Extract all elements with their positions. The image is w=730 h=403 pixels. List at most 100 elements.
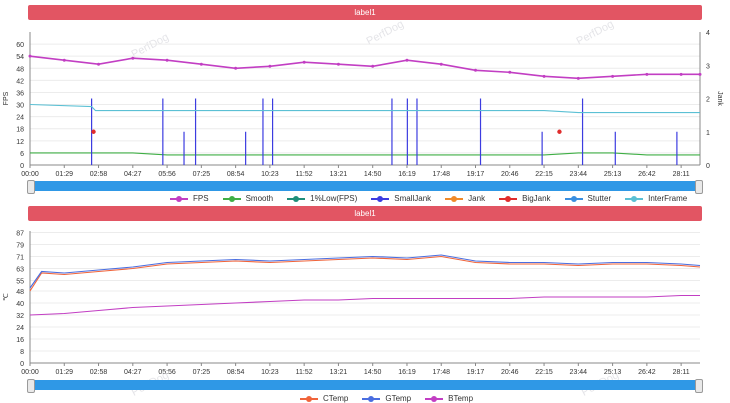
x-tick-label: 13:21 [330,369,348,376]
y-tick-label: 71 [16,255,24,262]
y-tick-label: 42 [16,78,24,85]
legend-swatch [222,195,241,203]
x-tick-label: 22:15 [535,171,553,178]
x-tick-label: 10:23 [261,369,279,376]
legend-swatch [625,195,644,203]
x-tick-label: 28:11 [673,171,690,178]
y2-tick-label: 1 [706,130,710,137]
y-tick-label: 87 [16,231,24,238]
x-tick-label: 00:00 [21,369,39,376]
temperature-chart: 0 8 16 24 32 40 48 55 63 71 79 87 ℃ 00:00 01:29 02:58 04… [3,231,701,376]
legend-item-jank[interactable]: Jank [445,194,485,203]
legend-label: Stutter [587,194,612,203]
legend-swatch [445,195,464,203]
legend-label: Jank [468,194,486,203]
y-tick-label: 60 [16,42,24,49]
fps-point [131,56,135,60]
y-tick-label: 16 [16,337,24,344]
legend-swatch [564,195,583,203]
x-tick-label: 19:17 [467,171,485,178]
fps-point [611,74,615,78]
legend-item-bigjank[interactable]: BigJank [499,194,551,203]
x-tick-label: 20:46 [501,369,519,376]
fps-point [268,64,272,68]
x-tick-label: 20:46 [501,171,519,178]
y-tick-label: 32 [16,313,24,320]
legend-item-ctemp[interactable]: CTemp [300,394,348,403]
fps-point [679,72,683,76]
fps-point [62,58,66,62]
range-end-handle-1[interactable] [695,180,703,194]
x-tick-label: 17:48 [432,369,450,376]
y-tick-label: 0 [20,361,24,368]
x-tick-label: 10:23 [261,171,279,178]
x-tick-label: 05:56 [158,369,176,376]
y2-tick-label: 3 [706,63,710,70]
fps-point [405,58,409,62]
fps-legend: FPS Smooth 1%Low(FPS) SmallJank Jank BigJank S… [170,194,701,203]
legend-swatch [425,395,444,403]
x-tick-label: 23:44 [570,171,588,178]
x-tick-label: 07:25 [193,369,211,376]
bigjank-point [557,129,562,134]
legend-label: InterFrame [648,194,688,203]
y-tick-label: 55 [16,279,24,286]
y2-axis-label: Jank [716,91,723,106]
fps-point [165,58,169,62]
legend-swatch [499,195,518,203]
y-tick-label: 40 [16,301,24,308]
x-tick-label: 11:52 [296,369,313,376]
legend-item-gtemp[interactable]: GTemp [362,394,411,403]
legend-label: CTemp [323,394,349,403]
range-start-handle-2[interactable] [27,379,35,393]
time-range-slider-1[interactable] [27,180,703,194]
chart-1-header: label1 [28,5,702,20]
legend-swatch [362,395,381,403]
legend-item-smalljank[interactable]: SmallJank [371,194,431,203]
legend-swatch [371,195,390,203]
fps-point [439,62,443,66]
x-tick-label: 05:56 [158,171,176,178]
fps-point [645,72,649,76]
legend-label: BTemp [448,394,474,403]
x-tick-label: 16:19 [398,369,416,376]
legend-item-stutter[interactable]: Stutter [564,194,612,203]
y-tick-label: 30 [16,103,24,110]
y2-tick-label: 0 [706,163,710,170]
y-tick-label: 8 [20,349,24,356]
x-tick-label: 02:58 [90,369,108,376]
legend-item-btemp[interactable]: BTemp [425,394,473,403]
y-tick-label: 6 [20,151,24,158]
y-tick-label: 18 [16,127,24,134]
legend-label: FPS [193,194,209,203]
y-tick-label: 24 [16,115,24,122]
y-tick-label: 24 [16,325,24,332]
range-start-handle-1[interactable] [27,180,35,194]
y-axis-label: FPS [3,91,10,105]
time-range-slider-2[interactable] [27,379,703,393]
x-tick-label: 04:27 [124,171,142,178]
x-tick-label: 25:13 [604,171,622,178]
y-tick-label: 36 [16,90,24,97]
y-tick-label: 54 [16,54,24,61]
range-end-handle-2[interactable] [695,379,703,393]
legend-label: GTemp [385,394,412,403]
fps-point [508,70,512,74]
fps-point [302,60,306,64]
x-tick-label: 00:00 [21,171,39,178]
legend-item-smooth[interactable]: Smooth [222,194,273,203]
x-tick-label: 14:50 [364,369,382,376]
series-line-btemp [29,294,700,316]
y2-tick-label: 2 [706,97,710,104]
x-tick-label: 26:42 [638,171,656,178]
legend-item-interframe[interactable]: InterFrame [625,194,687,203]
x-tick-label: 07:25 [193,171,211,178]
fps-point [371,64,375,68]
y-tick-label: 63 [16,267,24,274]
fps-point [97,62,101,66]
fps-point [28,54,32,58]
legend-item-1-low-fps-[interactable]: 1%Low(FPS) [287,194,357,203]
legend-item-fps[interactable]: FPS [170,194,209,203]
temperature-legend: CTemp GTemp BTemp [300,394,487,403]
fps-point [234,66,238,70]
